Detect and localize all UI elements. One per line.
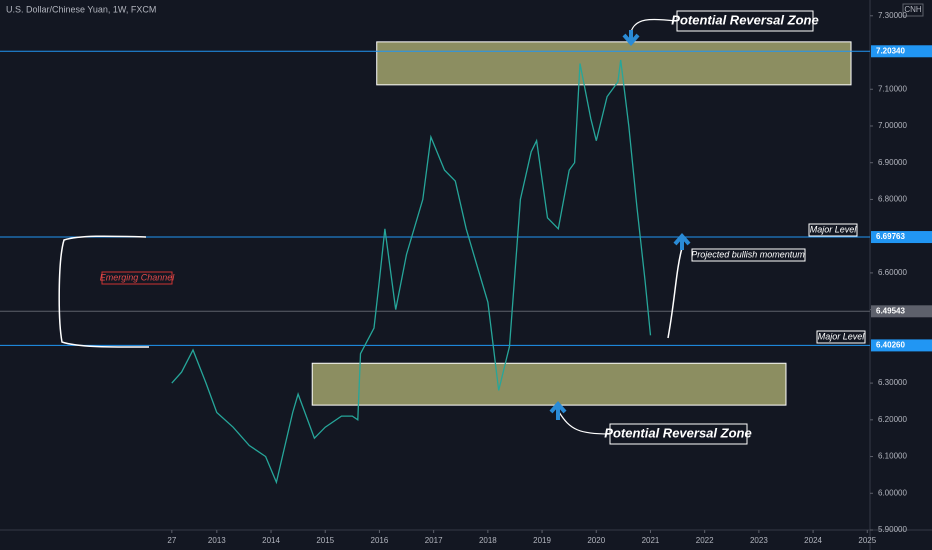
x-tick-label: 2015 — [316, 536, 334, 545]
note-box — [676, 10, 814, 32]
note-box — [816, 330, 866, 344]
y-tick-label: 6.10000 — [878, 452, 907, 461]
reversal-zone — [376, 41, 852, 86]
arrow — [673, 232, 691, 250]
level-price-box — [871, 45, 932, 58]
note-box — [691, 248, 806, 262]
x-tick-label: 2024 — [804, 536, 822, 545]
y-tick-label: 6.20000 — [878, 415, 907, 424]
y-tick-label: 6.30000 — [878, 378, 907, 387]
x-tick-label: 2018 — [479, 536, 497, 545]
y-tick-label: 7.10000 — [878, 84, 907, 93]
level-price-box — [871, 305, 932, 318]
level-price: 6.40260 — [876, 341, 905, 350]
x-tick-label: 2017 — [425, 536, 443, 545]
x-tick-label: 2016 — [371, 536, 389, 545]
momentum-line — [667, 247, 683, 339]
note-box — [609, 423, 748, 445]
y-tick-label: 5.90000 — [878, 525, 907, 534]
x-tick-label: 2014 — [262, 536, 280, 545]
note-connector — [558, 411, 610, 435]
plot — [0, 41, 870, 485]
note: Potential Reversal Zone — [671, 12, 818, 27]
level-price: 6.49543 — [876, 306, 905, 315]
level-price-box — [871, 339, 932, 352]
note: Major Level — [818, 331, 866, 341]
x-tick-label: 27 — [167, 536, 176, 545]
x-tick-label: 2013 — [208, 536, 226, 545]
y-tick-label: 7.30000 — [878, 11, 907, 20]
note: Emerging Channel — [100, 272, 176, 282]
level-price-box — [871, 231, 932, 244]
annotations: Potential Reversal Zone Potential Revers… — [58, 10, 866, 445]
note: Potential Reversal Zone — [604, 425, 751, 440]
note: Major Level — [810, 224, 858, 234]
arrow — [549, 400, 567, 420]
price-line — [171, 59, 652, 485]
arrow — [622, 30, 640, 47]
level-price: 6.69763 — [876, 232, 905, 241]
currency-box — [902, 3, 924, 17]
x-tick-label: 2023 — [750, 536, 768, 545]
note-connector — [630, 18, 677, 33]
y-tick-label: 6.90000 — [878, 158, 907, 167]
y-tick-label: 6.60000 — [878, 268, 907, 277]
x-tick-label: 2022 — [696, 536, 714, 545]
y-tick-label: 6.00000 — [878, 488, 907, 497]
x-tick-label: 2025 — [858, 536, 876, 545]
channel-bracket — [58, 235, 150, 348]
x-tick-label: 2020 — [587, 536, 605, 545]
y-tick-label: 7.00000 — [878, 121, 907, 130]
reversal-zone — [311, 362, 787, 406]
x-tick-label: 2019 — [533, 536, 551, 545]
level-price: 7.20340 — [876, 46, 905, 55]
axes: 5.900006.000006.100006.200006.300006.500… — [167, 11, 932, 545]
note-box — [808, 223, 858, 237]
x-tick-label: 2021 — [642, 536, 660, 545]
y-tick-label: 6.80000 — [878, 195, 907, 204]
note: Projected bullish momentum — [691, 249, 805, 259]
note-box — [101, 271, 173, 285]
currency: CNH — [904, 5, 922, 14]
chart-title: U.S. Dollar/Chinese Yuan, 1W, FXCM — [6, 4, 156, 14]
